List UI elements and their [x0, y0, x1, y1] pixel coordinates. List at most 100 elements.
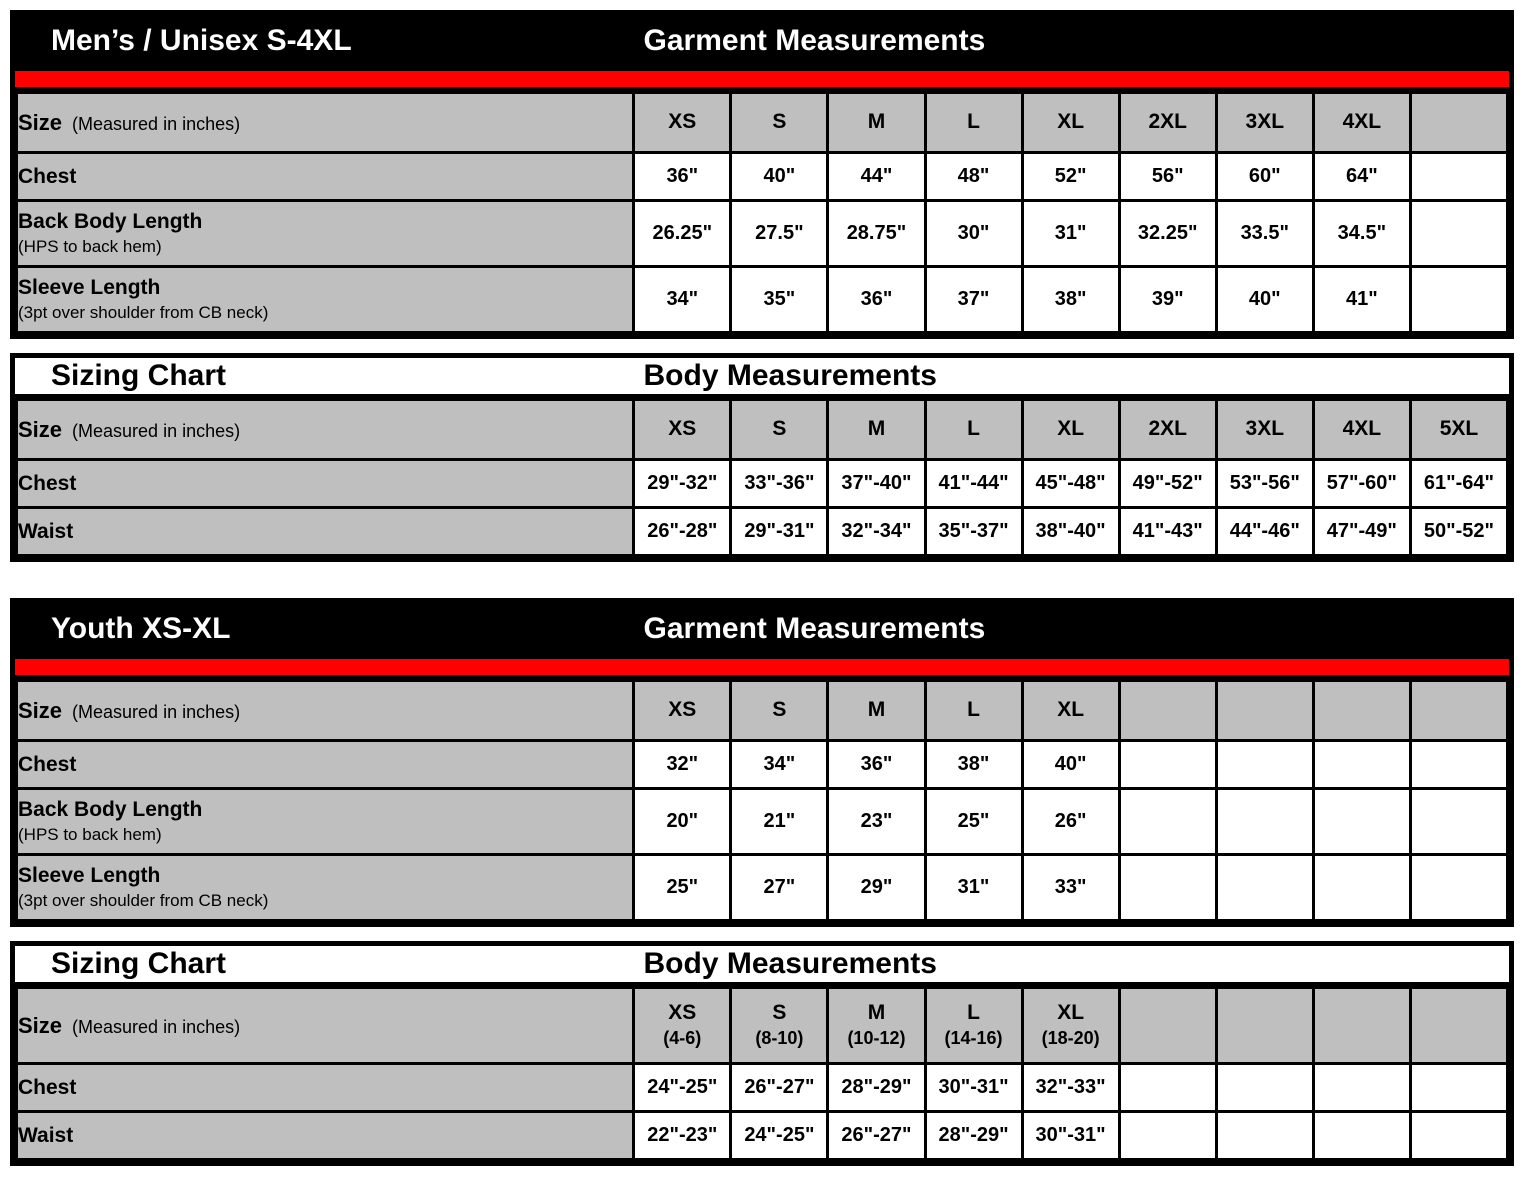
- size-column-header: [1408, 679, 1510, 742]
- measurement-value-cell: 45"-48": [1020, 458, 1121, 509]
- size-column-range-note: (18-20): [1041, 1028, 1100, 1049]
- size-column-label: 2XL: [1148, 110, 1187, 134]
- size-column-header: L: [923, 91, 1024, 154]
- size-column-label: S: [772, 417, 787, 441]
- measurement-row: Chest 36" 40" 44" 48" 52" 56" 60" 64": [14, 151, 1510, 202]
- measurement-value-cell: 36": [632, 151, 733, 202]
- size-column-header: [1117, 679, 1218, 742]
- measurement-value-cell: 28"-29": [826, 1062, 927, 1113]
- size-column-label: M: [867, 698, 886, 722]
- measurement-row: Chest 32" 34" 36" 38" 40": [14, 739, 1510, 790]
- size-label: Size: [18, 109, 63, 135]
- size-column-label: XL: [1057, 417, 1085, 441]
- measurement-value-cell: 24"-25": [729, 1110, 830, 1161]
- size-column-label: XL: [1057, 110, 1085, 134]
- size-column-header: 3XL: [1214, 91, 1315, 154]
- measurement-value-cell: 60": [1214, 151, 1315, 202]
- measurement-value-cell: 25": [923, 787, 1024, 856]
- measurement-row-label: Sleeve Length: [18, 276, 161, 300]
- size-header-label-cell: Size (Measured in inches): [14, 986, 636, 1065]
- measurement-value-cell: [1117, 853, 1218, 922]
- size-column-label: 4XL: [1342, 417, 1382, 441]
- measurement-value-cell: 40": [729, 151, 830, 202]
- measurement-value-cell: 26"-27": [729, 1062, 830, 1113]
- measurement-value-cell: [1408, 199, 1510, 268]
- size-column-header: L (14-16): [923, 986, 1024, 1065]
- table-title-bar: Sizing Chart Body Measurements: [15, 946, 1509, 986]
- measurement-row-note: (HPS to back hem): [18, 237, 162, 257]
- measurement-row: Sleeve Length (3pt over shoulder from CB …: [14, 853, 1510, 922]
- size-column-header: S (8-10): [729, 986, 830, 1065]
- size-column-label: 2XL: [1148, 417, 1187, 441]
- measurement-row: Sleeve Length (3pt over shoulder from CB …: [14, 265, 1510, 334]
- measurement-value-cell: 53"-56": [1214, 458, 1315, 509]
- measurement-value-cell: [1214, 1110, 1315, 1161]
- size-column-header: [1408, 986, 1510, 1065]
- size-column-label: M: [867, 110, 886, 134]
- table-title-right: Body Measurements: [643, 947, 937, 980]
- size-column-header: S: [729, 398, 830, 461]
- measurement-row-label-cell: Chest: [14, 1062, 636, 1113]
- measurement-value-cell: 32": [632, 739, 733, 790]
- size-column-header: [1214, 679, 1315, 742]
- size-column-header: M: [826, 679, 927, 742]
- size-table-card: Sizing Chart Body Measurements Size (Measur…: [10, 941, 1514, 1166]
- size-label: Size: [18, 416, 63, 442]
- measurement-value-cell: [1214, 787, 1315, 856]
- size-table-card: Sizing Chart Body Measurements Size (Measur…: [10, 353, 1514, 562]
- measurement-row-label-cell: Back Body Length (HPS to back hem): [14, 787, 636, 856]
- measurement-value-cell: [1408, 151, 1510, 202]
- measurement-value-cell: 26.25": [632, 199, 733, 268]
- measurement-row-label-cell: Sleeve Length (3pt over shoulder from CB …: [14, 265, 636, 334]
- measurement-value-cell: [1311, 739, 1412, 790]
- measurement-value-cell: [1311, 853, 1412, 922]
- measurement-value-cell: 48": [923, 151, 1024, 202]
- measurement-value-cell: 29": [826, 853, 927, 922]
- measurement-value-cell: 30"-31": [923, 1062, 1024, 1113]
- size-column-label: 5XL: [1439, 417, 1479, 441]
- size-column-header: XS (4-6): [632, 986, 733, 1065]
- size-column-header: [1311, 986, 1412, 1065]
- measurement-row: Chest 24"-25" 26"-27" 28"-29" 30"-31" 32"-33": [14, 1062, 1510, 1113]
- measurement-value-cell: 29"-32": [632, 458, 733, 509]
- measurement-value-cell: [1117, 1110, 1218, 1161]
- size-column-header: [1311, 679, 1412, 742]
- measurement-value-cell: [1311, 787, 1412, 856]
- size-column-header: S: [729, 91, 830, 154]
- size-header-row: Size (Measured in inches) XS S M L XL 2XL 3XL 4XL: [14, 91, 1510, 154]
- measurement-value-cell: 64": [1311, 151, 1412, 202]
- size-header-row: Size (Measured in inches) XS S M L XL: [14, 679, 1510, 742]
- measurement-value-cell: 38": [1020, 265, 1121, 334]
- measurement-row-label: Chest: [18, 1075, 77, 1099]
- measurement-row-label-cell: Chest: [14, 739, 636, 790]
- size-column-header: XS: [632, 679, 733, 742]
- measurement-value-cell: 41"-44": [923, 458, 1024, 509]
- size-column-header: 2XL: [1117, 91, 1218, 154]
- size-column-header: [1408, 91, 1510, 154]
- measurement-value-cell: 44"-46": [1214, 506, 1315, 557]
- measurement-value-cell: 37"-40": [826, 458, 927, 509]
- measurement-value-cell: [1408, 853, 1510, 922]
- measurement-value-cell: 31": [923, 853, 1024, 922]
- size-table-card: Men’s / Unisex S-4XL Garment Measurements…: [10, 10, 1514, 339]
- size-column-label: S: [772, 698, 787, 722]
- measurement-row-label: Chest: [18, 471, 77, 495]
- size-column-label: 3XL: [1245, 417, 1285, 441]
- size-column-label: L: [967, 110, 980, 134]
- measurement-value-cell: 38": [923, 739, 1024, 790]
- measurement-value-cell: 26"-28": [632, 506, 733, 557]
- size-column-label: XS: [668, 1001, 697, 1025]
- measurement-value-cell: 21": [729, 787, 830, 856]
- size-column-header: XS: [632, 91, 733, 154]
- measurement-value-cell: 49"-52": [1117, 458, 1218, 509]
- size-column-label: XS: [668, 698, 697, 722]
- measurement-value-cell: 52": [1020, 151, 1121, 202]
- measurement-row-label: Chest: [18, 752, 77, 776]
- measurement-value-cell: [1408, 265, 1510, 334]
- size-column-label: XS: [668, 417, 697, 441]
- measurement-row-label: Back Body Length: [18, 798, 203, 822]
- red-stripe: [15, 67, 1509, 91]
- size-column-header: M: [826, 398, 927, 461]
- table-title-left: Sizing Chart: [51, 359, 227, 392]
